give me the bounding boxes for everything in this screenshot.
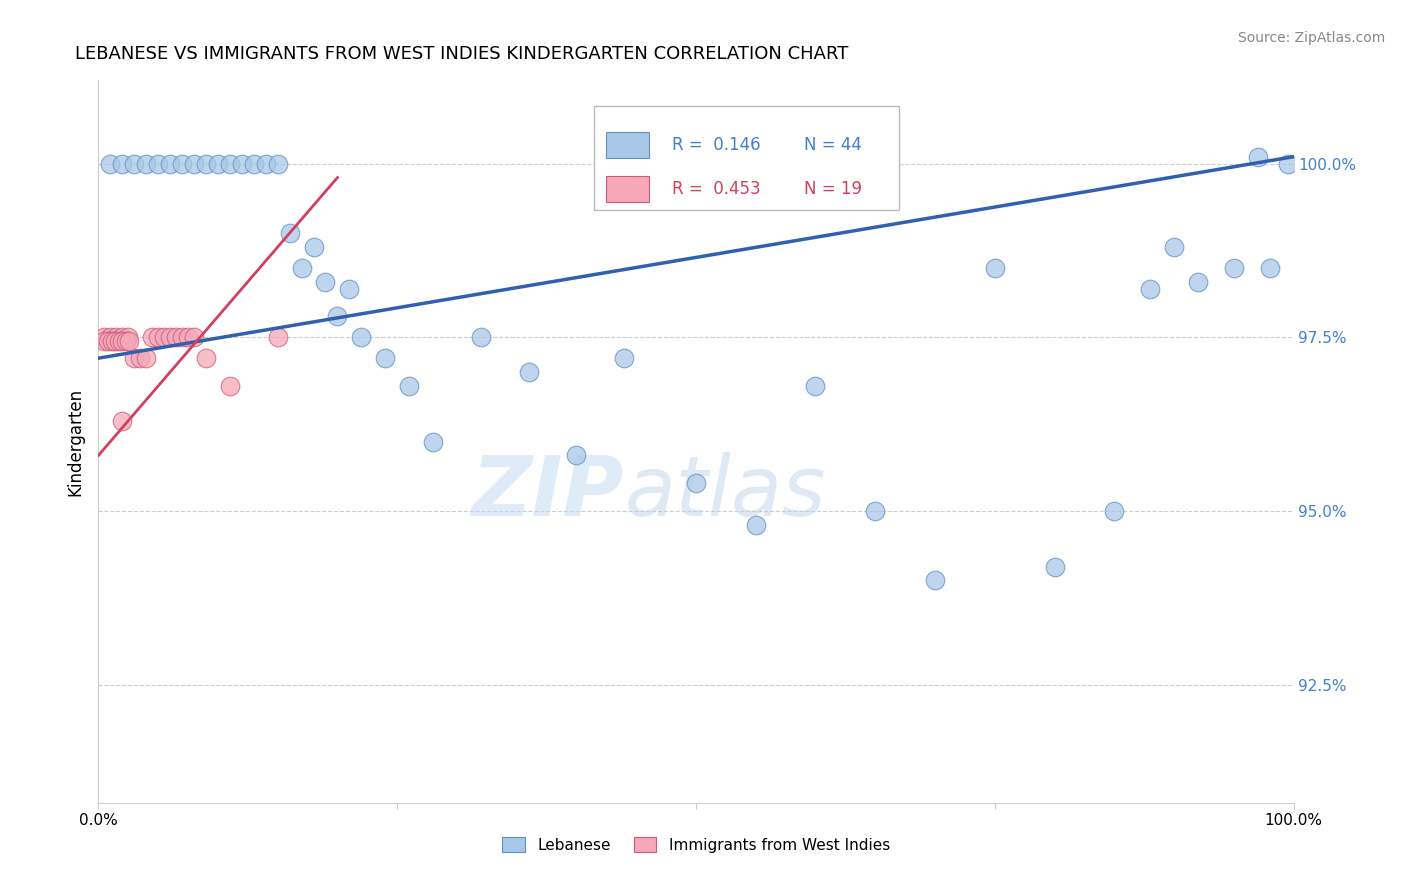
Point bbox=[315, 275, 337, 289]
Point bbox=[267, 330, 290, 344]
Point bbox=[1043, 559, 1066, 574]
Point bbox=[1187, 275, 1209, 289]
Point bbox=[148, 330, 170, 344]
Point bbox=[93, 334, 115, 348]
FancyBboxPatch shape bbox=[595, 105, 900, 211]
Point bbox=[422, 434, 444, 449]
Point bbox=[339, 282, 361, 296]
Point bbox=[924, 574, 946, 588]
Point bbox=[98, 156, 122, 170]
Point bbox=[470, 330, 492, 344]
Point bbox=[97, 334, 120, 348]
Point bbox=[107, 334, 129, 348]
Point bbox=[1247, 150, 1270, 164]
Point bbox=[278, 226, 301, 240]
Point bbox=[172, 330, 194, 344]
Point bbox=[219, 156, 242, 170]
Point bbox=[111, 414, 134, 428]
Point bbox=[326, 310, 349, 324]
FancyBboxPatch shape bbox=[606, 177, 650, 202]
Point bbox=[374, 351, 396, 366]
Point bbox=[745, 517, 768, 532]
Point bbox=[104, 334, 127, 348]
Point bbox=[111, 330, 134, 344]
Point bbox=[124, 351, 146, 366]
Point bbox=[141, 330, 163, 344]
Point bbox=[159, 330, 181, 344]
Point bbox=[865, 504, 887, 518]
Point bbox=[1223, 260, 1246, 275]
Point bbox=[111, 334, 134, 348]
Point bbox=[183, 156, 205, 170]
Text: ZIP: ZIP bbox=[471, 451, 624, 533]
Text: R =  0.453: R = 0.453 bbox=[672, 180, 761, 198]
Text: atlas: atlas bbox=[624, 451, 825, 533]
Point bbox=[685, 476, 707, 491]
Point bbox=[195, 351, 218, 366]
Point bbox=[177, 330, 200, 344]
Point bbox=[195, 156, 218, 170]
Point bbox=[100, 334, 122, 348]
Point bbox=[565, 449, 588, 463]
Y-axis label: Kindergarten: Kindergarten bbox=[66, 387, 84, 496]
Point bbox=[517, 365, 540, 379]
Point bbox=[207, 156, 229, 170]
Point bbox=[291, 260, 314, 275]
Text: N = 44: N = 44 bbox=[804, 136, 862, 153]
Point bbox=[111, 156, 134, 170]
Point bbox=[172, 156, 194, 170]
Point bbox=[118, 334, 141, 348]
Text: LEBANESE VS IMMIGRANTS FROM WEST INDIES KINDERGARTEN CORRELATION CHART: LEBANESE VS IMMIGRANTS FROM WEST INDIES … bbox=[75, 45, 848, 63]
Point bbox=[1258, 260, 1281, 275]
Point bbox=[159, 156, 181, 170]
Legend: Lebanese, Immigrants from West Indies: Lebanese, Immigrants from West Indies bbox=[495, 829, 897, 860]
Point bbox=[350, 330, 373, 344]
Point bbox=[93, 330, 115, 344]
Point bbox=[243, 156, 266, 170]
Point bbox=[1277, 156, 1299, 170]
Point bbox=[153, 330, 176, 344]
Point bbox=[1139, 282, 1161, 296]
Point bbox=[267, 156, 290, 170]
Text: N = 19: N = 19 bbox=[804, 180, 862, 198]
Point bbox=[1104, 504, 1126, 518]
Point bbox=[231, 156, 253, 170]
Point bbox=[135, 351, 157, 366]
Point bbox=[98, 330, 122, 344]
Point bbox=[1163, 240, 1185, 254]
Point bbox=[148, 156, 170, 170]
Point bbox=[105, 330, 128, 344]
Point bbox=[165, 330, 187, 344]
Text: R =  0.146: R = 0.146 bbox=[672, 136, 761, 153]
FancyBboxPatch shape bbox=[606, 132, 650, 158]
Point bbox=[302, 240, 325, 254]
Point bbox=[124, 156, 146, 170]
Point bbox=[129, 351, 152, 366]
Point bbox=[135, 156, 157, 170]
Point bbox=[398, 379, 420, 393]
Point bbox=[984, 260, 1007, 275]
Point bbox=[117, 330, 139, 344]
Point bbox=[219, 379, 242, 393]
Point bbox=[804, 379, 827, 393]
Point bbox=[613, 351, 636, 366]
Point bbox=[115, 334, 138, 348]
Point bbox=[183, 330, 205, 344]
Point bbox=[254, 156, 277, 170]
Text: Source: ZipAtlas.com: Source: ZipAtlas.com bbox=[1237, 31, 1385, 45]
